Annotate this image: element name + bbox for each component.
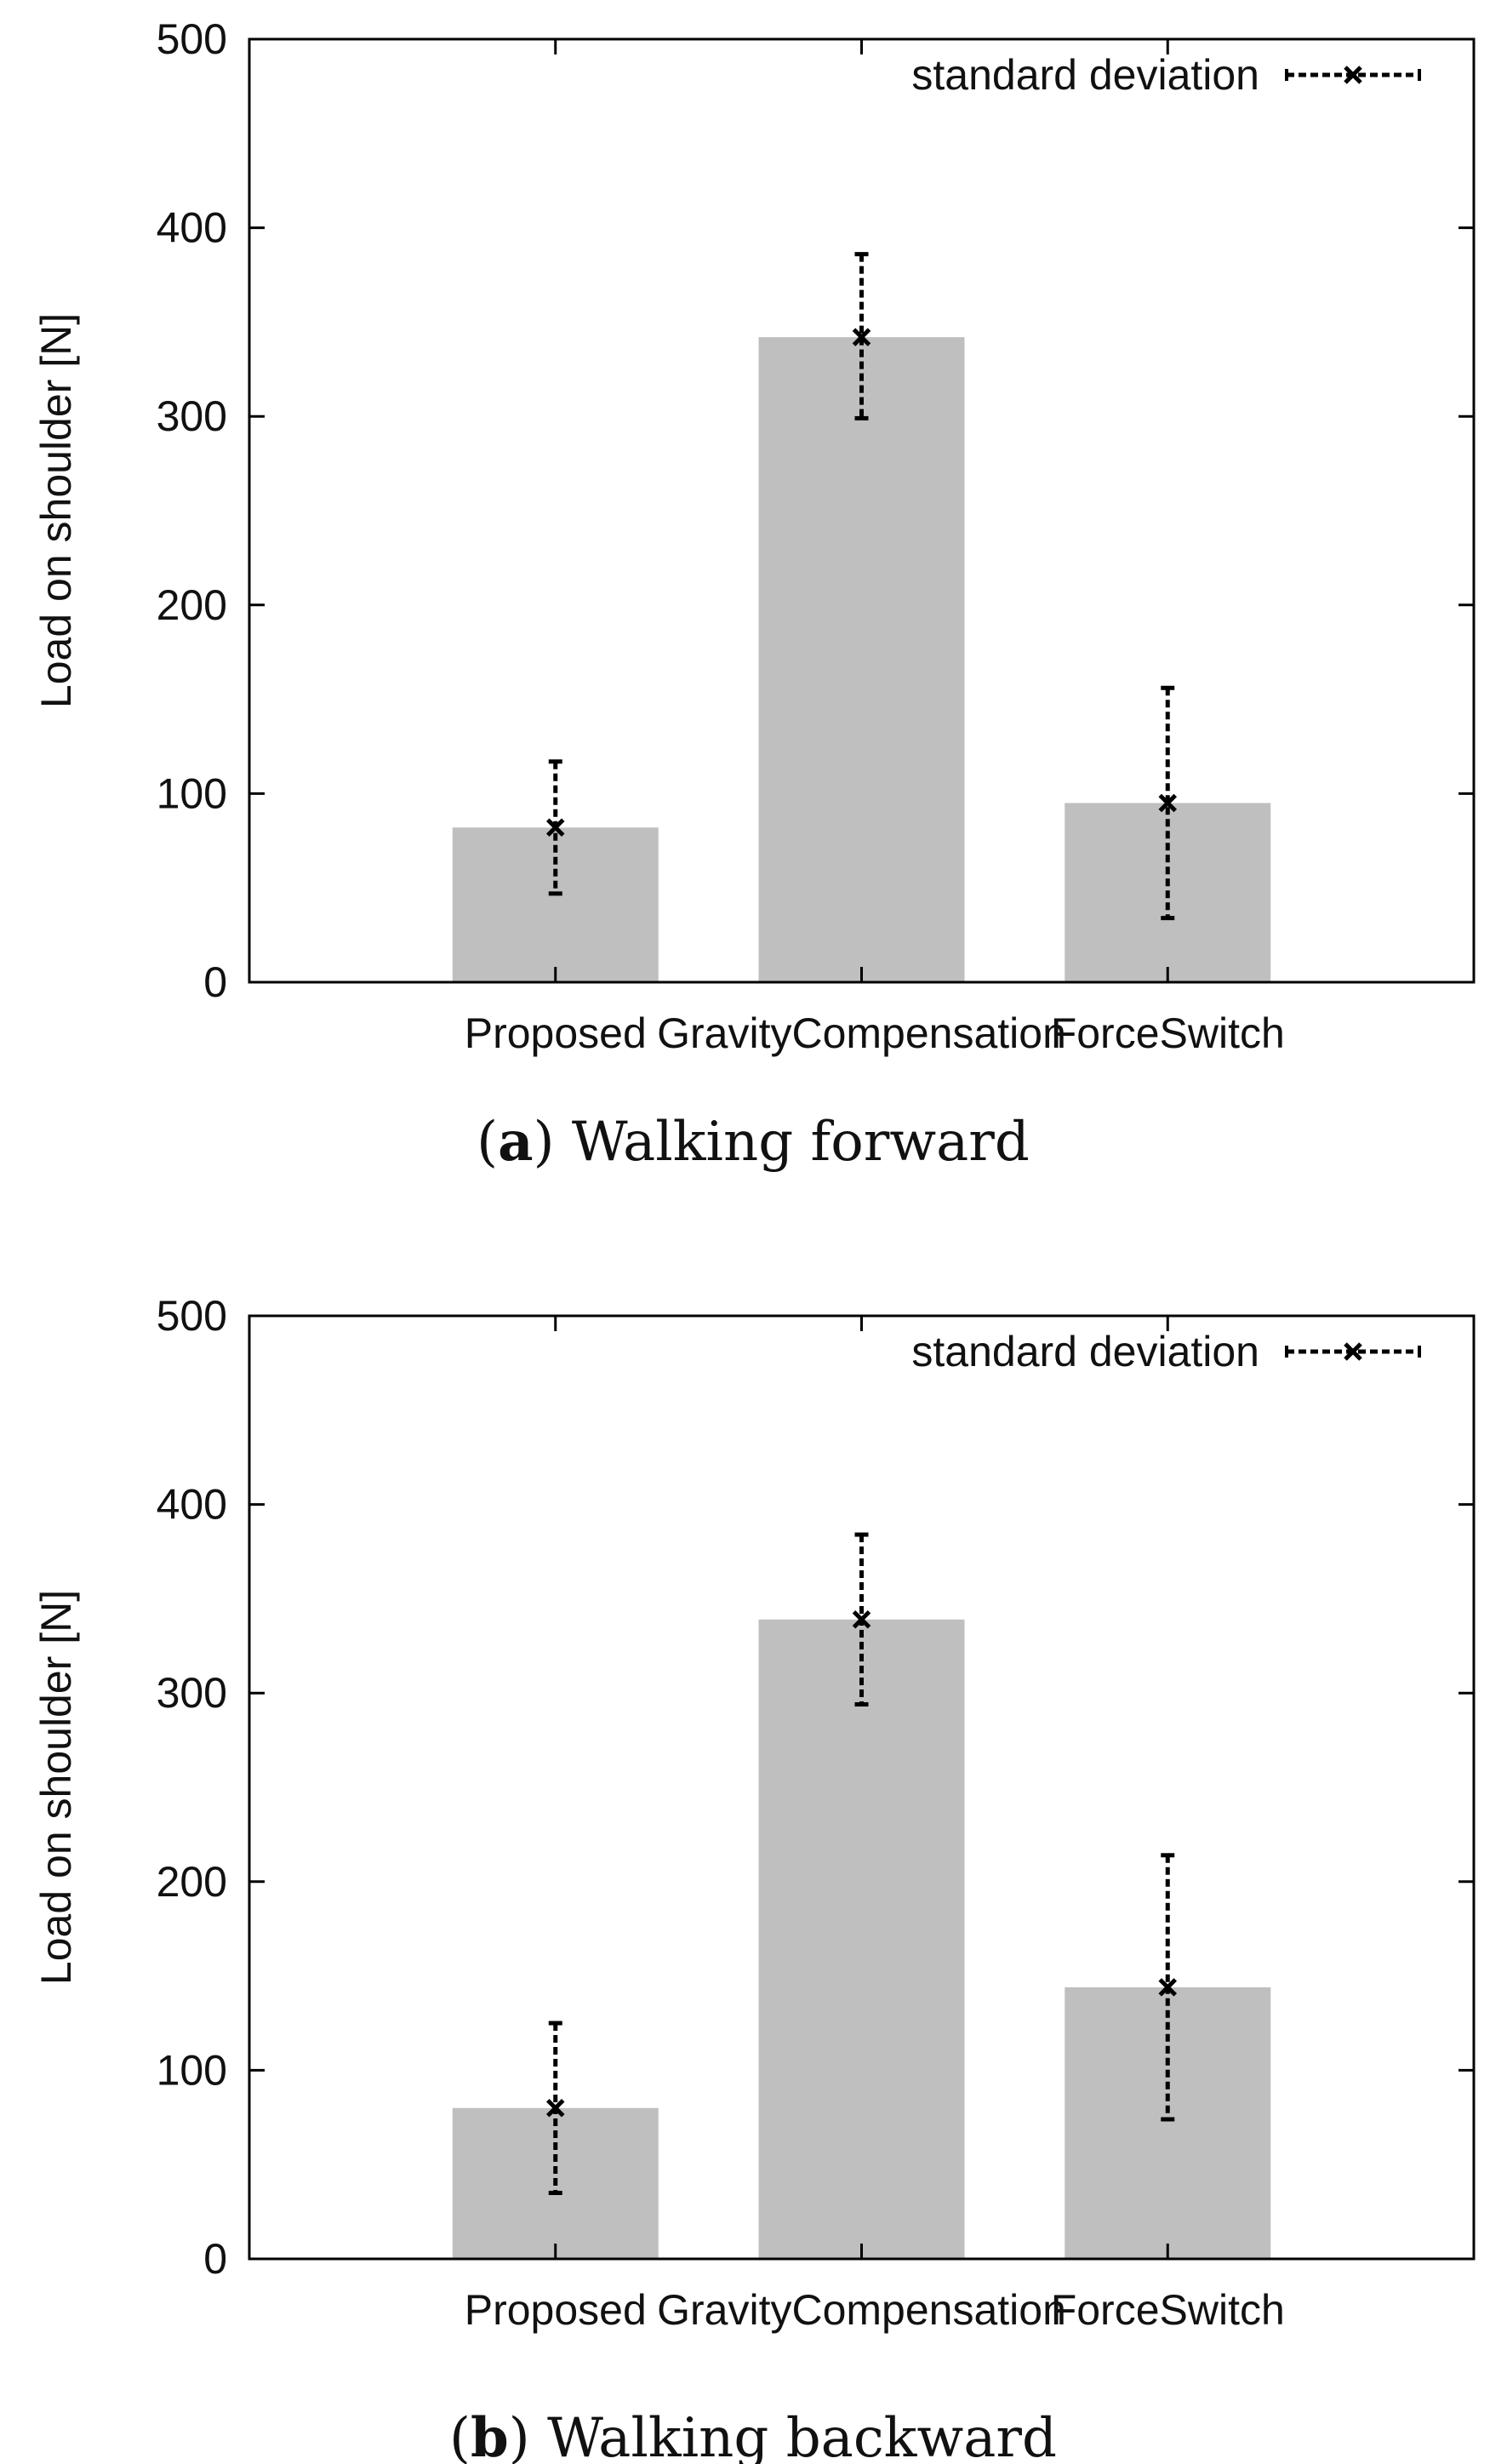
chart-panel-a: 0 100 200 300 400 500 Proposed GravityCompensat…	[32, 15, 1476, 1174]
bar-Proposed	[452, 827, 659, 982]
legend-marker	[1344, 1342, 1362, 1361]
y-axis-title: Load on shoulder [N]	[32, 1590, 80, 1985]
mean-marker	[852, 1610, 871, 1629]
caption-panel-letter: a	[498, 1110, 533, 1174]
legend-label: standard deviation	[911, 1328, 1259, 1375]
bar-ForceSwitch	[1065, 1987, 1271, 2259]
x-tick-label: GravityCompensation	[657, 1009, 1066, 1057]
y-tick-label: 0	[203, 958, 227, 1006]
bar-GravityCompensation	[758, 337, 965, 982]
caption-paren-open: (	[477, 1111, 498, 1174]
x-tick-label: ForceSwitch	[1051, 2286, 1285, 2334]
x-tick-label: GravityCompensation	[657, 2286, 1066, 2334]
caption-text: ) Walking forward	[534, 1111, 1030, 1174]
panel-caption: (a) Walking forward	[477, 1110, 1030, 1174]
y-axis-title: Load on shoulder [N]	[32, 313, 80, 708]
y-tick-label: 100	[157, 2046, 227, 2094]
mean-marker	[545, 2098, 565, 2118]
y-tick-label: 300	[157, 392, 227, 440]
x-tick-label: Proposed	[465, 1009, 647, 1057]
caption-paren-open: (	[449, 2407, 471, 2464]
y-tick-label: 0	[203, 2235, 227, 2283]
mean-marker	[1158, 793, 1178, 813]
y-tick-label: 500	[157, 15, 227, 63]
y-tick-label: 500	[157, 1292, 227, 1340]
caption-panel-letter: b	[471, 2406, 509, 2464]
caption-text: ) Walking backward	[509, 2407, 1057, 2464]
y-tick-label: 100	[157, 769, 227, 817]
legend-label: standard deviation	[911, 51, 1259, 99]
x-tick-label: Proposed	[465, 2286, 647, 2334]
bar-GravityCompensation	[758, 1619, 965, 2259]
mean-marker	[545, 818, 565, 838]
mean-marker	[1158, 1978, 1178, 1997]
y-tick-label: 400	[157, 1481, 227, 1529]
mean-marker	[852, 328, 871, 346]
panel-caption: (b) Walking backward	[449, 2406, 1057, 2464]
y-tick-label: 200	[157, 1858, 227, 1906]
y-tick-label: 400	[157, 204, 227, 252]
y-tick-label: 200	[157, 581, 227, 629]
legend-marker	[1344, 66, 1362, 84]
x-tick-label: ForceSwitch	[1051, 1009, 1285, 1057]
chart-panel-b: 0 100 200 300 400 500 Proposed GravityCompensat…	[32, 1292, 1476, 2464]
y-tick-label: 300	[157, 1669, 227, 1717]
